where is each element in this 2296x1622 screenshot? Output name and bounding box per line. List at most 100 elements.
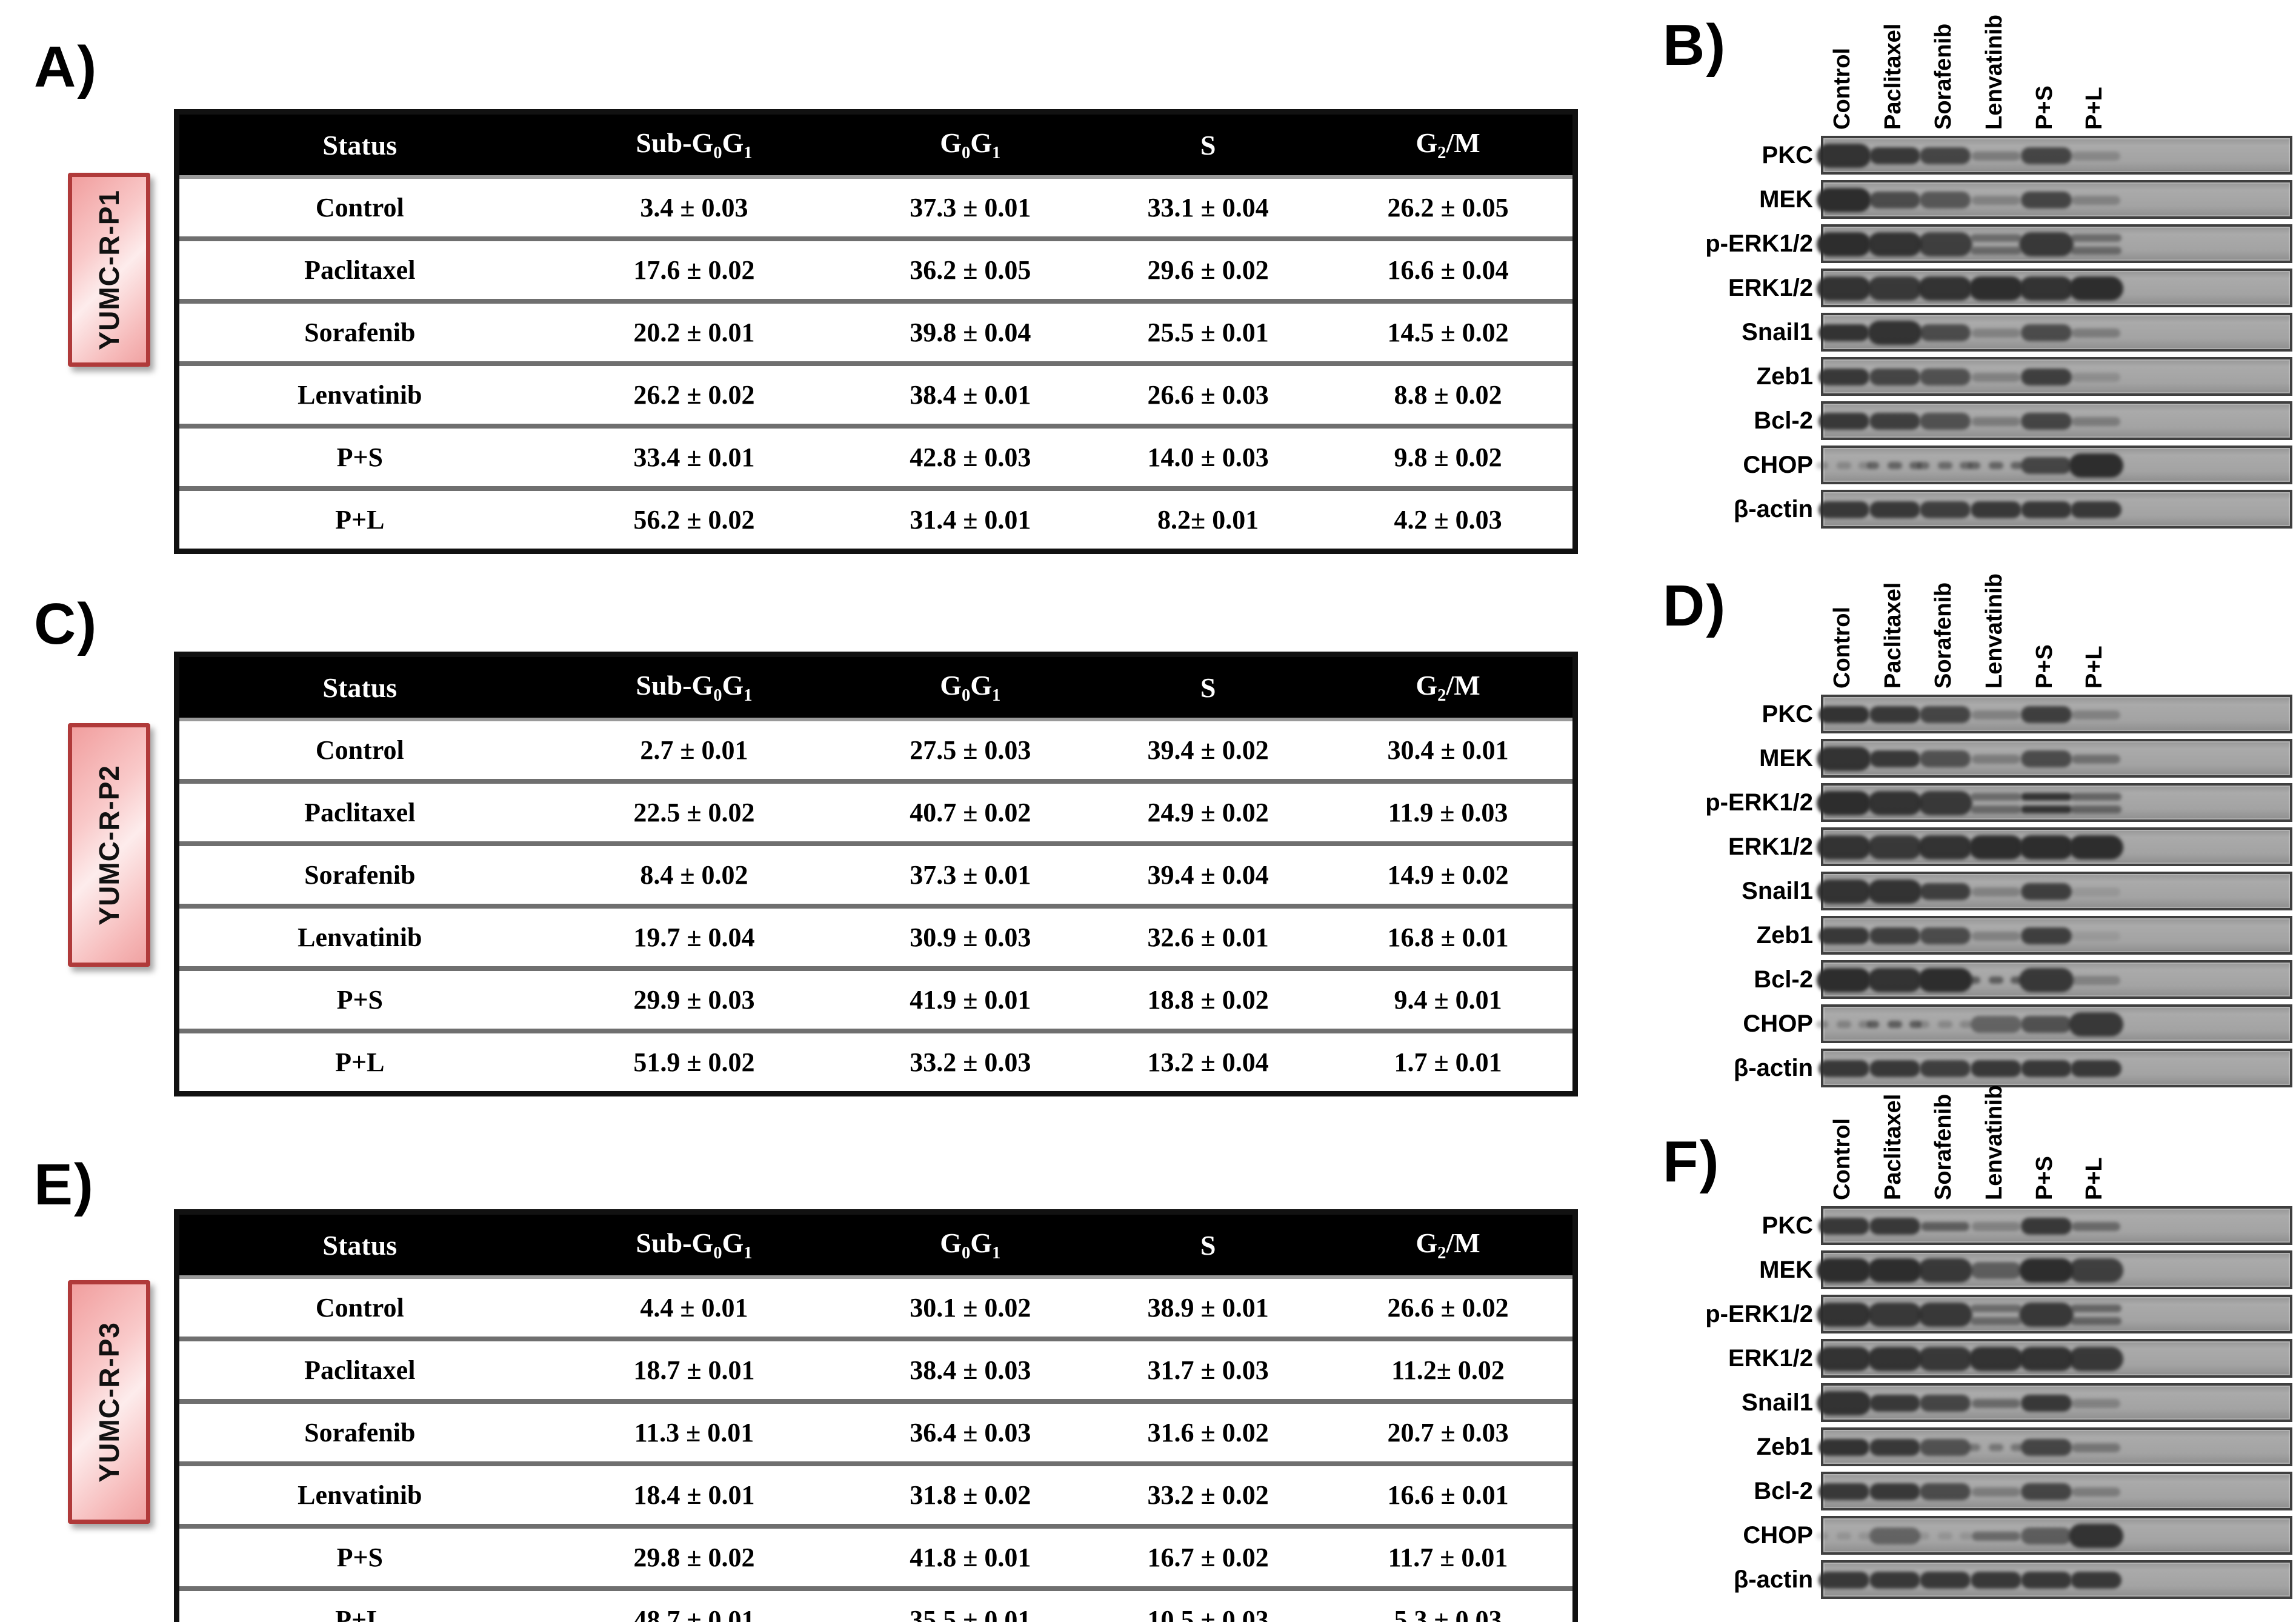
protein-band: [1920, 1572, 1971, 1589]
protein-band: [2019, 232, 2074, 256]
protein-band: [1972, 152, 2020, 161]
protein-band: [1920, 147, 1971, 164]
lane-label: P+S: [2032, 644, 2057, 689]
blot-strip: [1817, 136, 2292, 175]
value-cell: 8.4 ± 0.02: [540, 844, 848, 906]
protein-band: [1867, 462, 1879, 469]
protein-band: [1818, 1572, 1869, 1589]
protein-label: Zeb1: [1756, 1433, 1813, 1460]
protein-band: [1971, 1317, 2021, 1325]
protein-band: [2021, 192, 2072, 209]
protein-band: [1868, 791, 1922, 815]
protein-band: [2021, 457, 2072, 474]
protein-band: [1968, 976, 1980, 984]
protein-band: [1818, 413, 1869, 430]
protein-band: [1817, 1391, 1871, 1415]
protein-label: Zeb1: [1756, 921, 1813, 949]
protein-band: [1837, 1532, 1851, 1540]
protein-band: [2021, 793, 2072, 801]
protein-band: [1817, 879, 1871, 904]
protein-band: [1972, 887, 2020, 896]
protein-band: [2021, 1439, 2072, 1456]
protein-band: [1817, 232, 1871, 256]
protein-band: [2011, 462, 2023, 469]
protein-band: [1869, 192, 1920, 209]
table-row: Lenvatinib 19.7 ± 0.04 30.9 ± 0.03 32.6 ± 0…: [176, 906, 1576, 969]
protein-band: [2021, 413, 2072, 430]
protein-label: MEK: [1759, 185, 1813, 213]
table-header-row: Status Sub-G0G1 G0G1 S G2/M: [176, 112, 1576, 177]
protein-band: [1818, 501, 1869, 518]
value-cell: 11.2± 0.02: [1323, 1339, 1576, 1401]
status-cell: Sorafenib: [176, 301, 541, 364]
col-header-status: Status: [176, 112, 541, 177]
status-cell: Lenvatinib: [176, 1464, 541, 1526]
protein-band: [1918, 968, 1972, 992]
protein-band: [1968, 1444, 1980, 1451]
value-cell: 8.2± 0.01: [1093, 489, 1324, 552]
protein-band: [2072, 710, 2120, 719]
protein-band: [1971, 1016, 2021, 1033]
protein-band: [1816, 1021, 1828, 1028]
protein-band: [1918, 232, 1972, 256]
lane-label: Control: [1829, 606, 1855, 689]
lane-label: Sorafenib: [1931, 1093, 1956, 1200]
value-cell: 30.4 ± 0.01: [1323, 719, 1576, 781]
protein-band: [1869, 413, 1920, 430]
cell-cycle-table-wrap-c: Status Sub-G0G1 G0G1 S G2/M Control 2.7 ± 0.01…: [174, 652, 1578, 1096]
protein-label: Zeb1: [1756, 362, 1813, 390]
protein-band: [2069, 1347, 2123, 1371]
value-cell: 33.2 ± 0.02: [1093, 1464, 1324, 1526]
value-cell: 19.7 ± 0.04: [540, 906, 848, 969]
protein-band: [1868, 1303, 1922, 1327]
protein-band: [1971, 1304, 2021, 1312]
protein-band: [2072, 417, 2120, 426]
value-cell: 18.8 ± 0.02: [1093, 969, 1324, 1031]
protein-label: PKC: [1762, 141, 1813, 169]
protein-label: PKC: [1762, 1212, 1813, 1239]
western-blot-panel-b: Control Paclitaxel Sorafenib Lenvatinib P+S P…: [1588, 0, 2296, 537]
value-cell: 37.3 ± 0.01: [848, 177, 1093, 239]
value-cell: 16.7 ± 0.02: [1093, 1526, 1324, 1589]
protein-band: [2069, 835, 2123, 859]
protein-band: [1817, 276, 1871, 301]
value-cell: 39.4 ± 0.02: [1093, 719, 1324, 781]
value-cell: 9.4 ± 0.01: [1323, 969, 1576, 1031]
protein-band: [2021, 1527, 2072, 1544]
status-cell: Control: [176, 719, 541, 781]
value-cell: 4.2 ± 0.03: [1323, 489, 1576, 552]
col-header: G2/M: [1323, 112, 1576, 177]
table-row: Lenvatinib 26.2 ± 0.02 38.4 ± 0.01 26.6 ± 0…: [176, 364, 1576, 426]
blot-strip: [1817, 224, 2292, 263]
lane-label: Sorafenib: [1931, 582, 1956, 689]
lane-label: Control: [1829, 47, 1855, 130]
protein-band: [1921, 1222, 1969, 1231]
protein-band: [1888, 1021, 1902, 1028]
protein-band: [1816, 1532, 1828, 1540]
panel-label-f: F): [1663, 1129, 1720, 1194]
value-cell: 16.6 ± 0.01: [1323, 1464, 1576, 1526]
table-row: P+S 33.4 ± 0.01 42.8 ± 0.03 14.0 ± 0.03 9.8 …: [176, 426, 1576, 489]
protein-band: [2071, 1304, 2121, 1312]
value-cell: 42.8 ± 0.03: [848, 426, 1093, 489]
status-cell: Lenvatinib: [176, 364, 541, 426]
cell-cycle-table-yumc-r-p1: Status Sub-G0G1 G0G1 S G2/M Control 3.4 ± 0.03…: [174, 109, 1578, 554]
value-cell: 26.6 ± 0.02: [1323, 1277, 1576, 1339]
table-row: Control 3.4 ± 0.03 37.3 ± 0.01 33.1 ± 0.04 2…: [176, 177, 1576, 239]
sample-label-text: YUMC-R-P1: [93, 189, 125, 350]
sample-label-text: YUMC-R-P2: [93, 764, 125, 926]
protein-band: [1920, 501, 1971, 518]
protein-band: [1817, 835, 1871, 859]
blot-strip: [1817, 1250, 2292, 1289]
protein-band: [1972, 710, 2020, 719]
protein-label: Bcl-2: [1754, 407, 1813, 434]
protein-band: [2072, 1222, 2120, 1231]
table-row: Sorafenib 8.4 ± 0.02 37.3 ± 0.01 39.4 ± 0.0…: [176, 844, 1576, 906]
value-cell: 36.2 ± 0.05: [848, 239, 1093, 301]
protein-band: [1867, 1021, 1879, 1028]
cell-cycle-table-yumc-r-p2: Status Sub-G0G1 G0G1 S G2/M Control 2.7 ± 0.01…: [174, 652, 1578, 1096]
protein-label: p-ERK1/2: [1705, 1300, 1813, 1327]
value-cell: 24.9 ± 0.02: [1093, 781, 1324, 844]
protein-band: [1917, 462, 1929, 469]
protein-band: [1909, 1021, 1922, 1028]
